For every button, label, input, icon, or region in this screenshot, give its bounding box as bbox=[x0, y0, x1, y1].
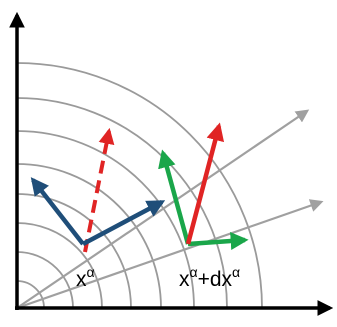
basis-vector-2-shifted bbox=[187, 232, 249, 250]
arc-2 bbox=[16, 251, 74, 309]
arc-5 bbox=[16, 163, 162, 309]
arc-3 bbox=[16, 222, 103, 309]
point-label-x2-sup: α bbox=[190, 264, 198, 280]
basis-vectors-at-x bbox=[30, 177, 166, 246]
basis-vector-1 bbox=[30, 177, 85, 246]
point-label-x-sup: α bbox=[87, 264, 95, 280]
basis-vector-2 bbox=[81, 200, 166, 246]
ray-lower bbox=[16, 199, 324, 310]
arc-4 bbox=[16, 193, 132, 309]
arc-8 bbox=[16, 62, 263, 309]
solid-reference-vector bbox=[185, 122, 225, 245]
basis-vectors-at-x-plus-dx bbox=[158, 149, 249, 250]
arc-1 bbox=[16, 280, 45, 309]
ray-upper bbox=[16, 109, 310, 309]
dashed-reference-vector bbox=[83, 127, 115, 253]
point-label-x-plus-dx: xα+dxα bbox=[179, 264, 240, 291]
point-label-plus-dx: +dx bbox=[198, 268, 233, 291]
arc-6 bbox=[16, 130, 195, 309]
point-label-x2-base: x bbox=[179, 268, 190, 291]
point-label-dx-sup: α bbox=[232, 264, 240, 280]
point-label-x-base: x bbox=[76, 268, 87, 291]
radial-rays bbox=[16, 109, 324, 310]
basis-vector-1-shifted bbox=[158, 149, 191, 245]
point-label-x: xα bbox=[76, 264, 95, 291]
axes bbox=[9, 11, 334, 316]
